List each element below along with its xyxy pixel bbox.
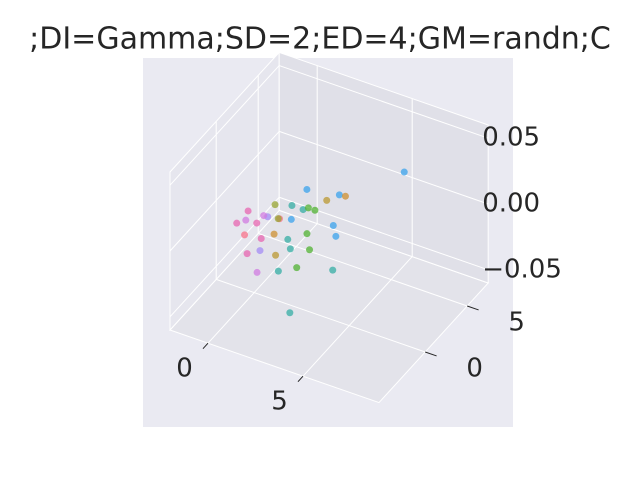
point <box>332 232 340 240</box>
grid-line <box>279 65 489 139</box>
grid-line <box>279 130 489 205</box>
point <box>299 206 307 214</box>
point <box>311 206 319 214</box>
point <box>335 191 343 199</box>
grid-line <box>207 223 318 344</box>
point <box>303 185 311 193</box>
point <box>241 231 249 239</box>
point <box>323 196 331 204</box>
point <box>257 234 265 242</box>
grid-line <box>216 278 426 353</box>
point <box>329 266 337 274</box>
point <box>284 235 292 243</box>
x-tick-label: 5 <box>271 386 288 416</box>
point <box>256 247 264 255</box>
y-tick-label: 5 <box>508 308 525 338</box>
point <box>244 207 252 215</box>
point <box>304 204 312 212</box>
point <box>400 168 408 176</box>
point <box>253 219 261 227</box>
point <box>341 192 349 200</box>
grid-line <box>169 65 280 186</box>
grid-line <box>302 256 413 377</box>
grid-line <box>169 131 280 252</box>
z-tick-label: 0.05 <box>482 123 540 153</box>
point <box>233 219 241 227</box>
point <box>286 309 294 317</box>
y-tick-mark <box>467 305 479 311</box>
point <box>242 216 250 224</box>
point <box>306 246 314 254</box>
y-tick-label: 0 <box>466 354 483 384</box>
point <box>286 245 294 253</box>
z-tick-label: 0.00 <box>482 189 540 219</box>
point <box>287 215 295 223</box>
point <box>274 215 282 223</box>
x-tick-mark <box>297 375 304 383</box>
point <box>271 201 279 209</box>
chart-title: ;DI=Gamma;SD=2;ED=4;GM=randn;C <box>29 22 611 57</box>
point <box>270 230 278 238</box>
point <box>293 264 301 272</box>
y-tick-mark <box>425 351 437 357</box>
x-tick-mark <box>202 342 209 350</box>
point <box>303 230 311 238</box>
point <box>329 222 337 230</box>
point <box>253 268 261 276</box>
point <box>243 250 251 258</box>
point <box>288 201 296 209</box>
point <box>272 251 280 259</box>
grid-line <box>258 232 468 307</box>
point <box>260 212 268 220</box>
z-tick-label: −0.05 <box>482 254 562 284</box>
point <box>274 267 282 275</box>
x-tick-label: 0 <box>176 353 193 383</box>
